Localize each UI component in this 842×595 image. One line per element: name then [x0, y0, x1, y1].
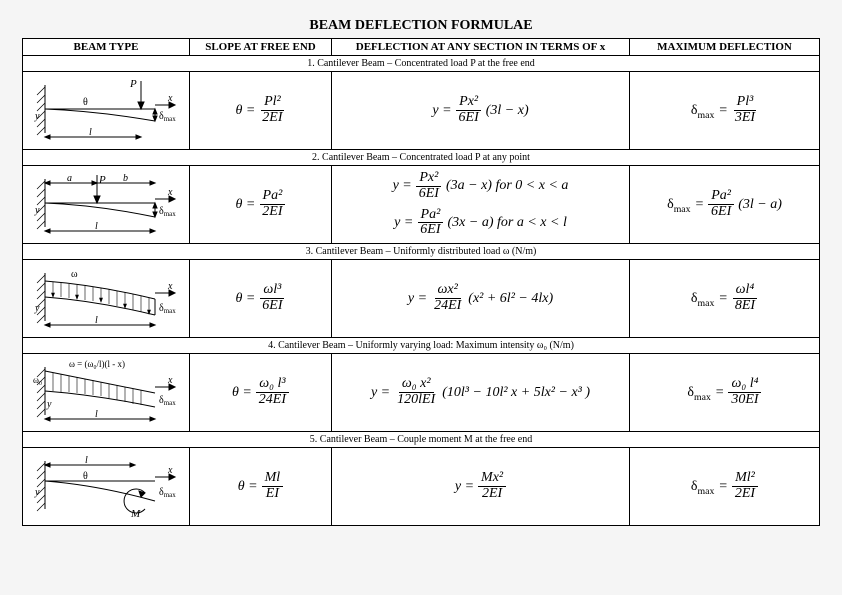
- beam-diagram-3: ω x δmax l y: [27, 263, 185, 335]
- svg-text:y: y: [34, 487, 40, 498]
- header-deflection: DEFLECTION AT ANY SECTION IN TERMS OF x: [332, 39, 630, 56]
- svg-text:a: a: [67, 173, 72, 184]
- svg-text:l: l: [95, 221, 98, 232]
- slope-cell: θ =Pl²2EI: [190, 72, 332, 150]
- beam-diagram-1: P x δmax θ l y: [27, 75, 185, 147]
- svg-text:x: x: [167, 281, 173, 292]
- deflection-cell: y =ωx²24EI(x² + 6l² − 4lx): [332, 260, 630, 338]
- diagram-cell: ω x δmax l y: [23, 260, 190, 338]
- max-deflection-cell: δmax =ω₀ l⁴30EI: [630, 354, 820, 432]
- svg-text:b: b: [123, 173, 128, 184]
- svg-text:ω = (ω₀/l)(l - x): ω = (ω₀/l)(l - x): [69, 359, 125, 369]
- deflection-cell: y =Mx²2EI: [332, 448, 630, 526]
- diagram-cell: P a b x δmax l y: [23, 166, 190, 244]
- svg-text:x: x: [167, 375, 173, 386]
- page-title: BEAM DEFLECTION FORMULAE: [22, 18, 820, 34]
- svg-text:l: l: [89, 127, 92, 138]
- svg-text:P: P: [98, 174, 106, 186]
- beam-diagram-2: P a b x δmax l y: [27, 169, 185, 241]
- svg-text:θ: θ: [83, 471, 88, 482]
- svg-text:δmax: δmax: [159, 487, 176, 499]
- formula-table: BEAM TYPE SLOPE AT FREE END DEFLECTION A…: [22, 38, 820, 526]
- deflection-cell: y =Px²6EI(3a − x) for 0 < x < a y =Pa²6E…: [332, 166, 630, 244]
- svg-text:δmax: δmax: [159, 111, 176, 123]
- svg-text:x: x: [167, 187, 173, 198]
- slope-denominator: 2EI: [259, 111, 285, 126]
- beam-diagram-5: M l θ x δmax y: [27, 451, 185, 523]
- svg-text:x: x: [167, 465, 173, 476]
- row-subheading: 1. Cantilever Beam – Concentrated load P…: [23, 56, 820, 72]
- svg-text:y: y: [34, 111, 40, 122]
- svg-text:x: x: [167, 93, 173, 104]
- diagram-cell: ω = (ω₀/l)(l - x) ω₀ x δmax l y: [23, 354, 190, 432]
- row-subheading: 3. Cantilever Beam – Uniformly distribut…: [23, 244, 820, 260]
- diagram-cell: P x δmax θ l y: [23, 72, 190, 150]
- svg-text:ω₀: ω₀: [33, 375, 42, 385]
- svg-text:P: P: [129, 78, 137, 90]
- svg-text:θ: θ: [83, 97, 88, 108]
- svg-text:δmax: δmax: [159, 206, 176, 218]
- svg-text:ω: ω: [71, 269, 78, 280]
- svg-text:l: l: [95, 315, 98, 326]
- slope-cell: θ =MlEI: [190, 448, 332, 526]
- svg-text:l: l: [85, 455, 88, 466]
- slope-cell: θ =ωl³6EI: [190, 260, 332, 338]
- row-subheading: 5. Cantilever Beam – Couple moment M at …: [23, 432, 820, 448]
- header-slope: SLOPE AT FREE END: [190, 39, 332, 56]
- max-deflection-cell: δmax =Pl³3EI: [630, 72, 820, 150]
- max-deflection-cell: δmax =Ml²2EI: [630, 448, 820, 526]
- deflection-cell: y =ω₀ x²120lEI(10l³ − 10l² x + 5lx² − x³…: [332, 354, 630, 432]
- svg-text:δmax: δmax: [159, 303, 176, 315]
- header-max-deflection: MAXIMUM DEFLECTION: [630, 39, 820, 56]
- svg-text:M: M: [130, 508, 141, 520]
- svg-text:y: y: [34, 303, 40, 314]
- svg-text:y: y: [46, 399, 52, 410]
- svg-text:y: y: [34, 205, 40, 216]
- row-subheading: 2. Cantilever Beam – Concentrated load P…: [23, 150, 820, 166]
- max-deflection-cell: δmax =Pa²6EI(3l − a): [630, 166, 820, 244]
- max-deflection-cell: δmax =ωl⁴8EI: [630, 260, 820, 338]
- row-subheading: 4. Cantilever Beam – Uniformly varying l…: [23, 338, 820, 354]
- svg-text:δmax: δmax: [159, 395, 176, 407]
- diagram-cell: M l θ x δmax y: [23, 448, 190, 526]
- header-beam-type: BEAM TYPE: [23, 39, 190, 56]
- beam-diagram-4: ω = (ω₀/l)(l - x) ω₀ x δmax l y: [27, 357, 185, 429]
- slope-cell: θ =ω₀ l³24EI: [190, 354, 332, 432]
- slope-cell: θ =Pa²2EI: [190, 166, 332, 244]
- svg-text:l: l: [95, 409, 98, 420]
- deflection-cell: y =Px²6EI(3l − x): [332, 72, 630, 150]
